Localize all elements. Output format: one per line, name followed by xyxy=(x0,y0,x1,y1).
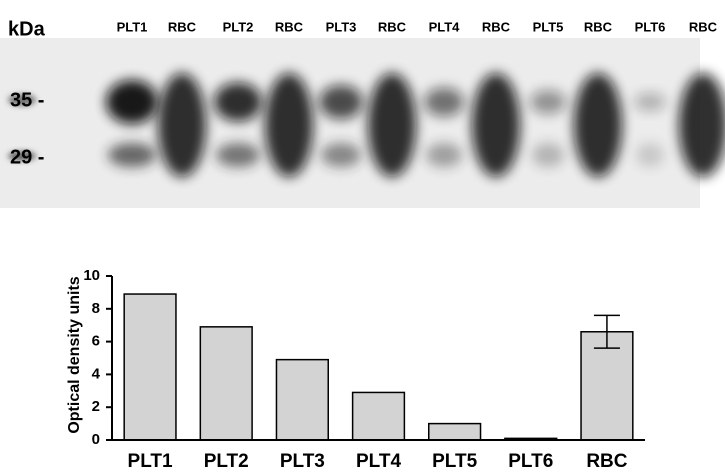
lane-label: PLT5 xyxy=(533,19,564,34)
x-tick-label: PLT3 xyxy=(280,451,325,472)
rbc-band xyxy=(368,73,416,177)
plt-band xyxy=(319,85,363,119)
lane-label: PLT6 xyxy=(635,19,666,34)
y-tick-label: 2 xyxy=(92,398,100,415)
plt-band xyxy=(216,143,260,167)
bar xyxy=(124,294,176,440)
x-tick-label: RBC xyxy=(586,451,627,472)
lane-label: RBC xyxy=(168,19,197,34)
y-tick-label: 8 xyxy=(92,300,100,317)
rbc-band xyxy=(679,73,725,177)
y-tick-label: 10 xyxy=(83,267,100,284)
plt-band xyxy=(321,143,361,167)
figure: kDa 35 - 29 - PLT1 RBC PLT2 RBC PLT3 RBC… xyxy=(0,0,725,472)
bar xyxy=(429,424,481,440)
plt-band xyxy=(108,143,156,167)
plt-band xyxy=(214,83,262,122)
lane-label: RBC xyxy=(689,19,718,34)
bar xyxy=(200,327,252,440)
unit-label: kDa xyxy=(8,18,46,40)
y-axis-title: Optical density units xyxy=(66,276,83,433)
x-tick-label: PLT2 xyxy=(204,451,249,472)
x-tick-label: PLT5 xyxy=(432,451,477,472)
rbc-band xyxy=(158,73,206,177)
lane-label: PLT1 xyxy=(117,19,148,34)
x-tick-label: PLT4 xyxy=(356,451,401,472)
lane-label: PLT2 xyxy=(223,19,254,34)
x-tick-label: PLT1 xyxy=(128,451,173,472)
plt-band xyxy=(106,80,158,124)
rbc-band xyxy=(265,73,313,177)
marker-label: 29 - xyxy=(10,146,44,168)
plt-band xyxy=(424,88,464,117)
bar xyxy=(353,392,405,440)
plt-band xyxy=(636,143,664,167)
rbc-band xyxy=(472,73,520,177)
marker-label: 35 - xyxy=(10,89,44,111)
lane-label: PLT4 xyxy=(429,19,461,34)
page: {"blot": {"unit_label": "kDa", "lanes": … xyxy=(0,0,725,472)
plt-band xyxy=(426,143,462,167)
plt-band xyxy=(530,90,566,114)
y-tick-label: 4 xyxy=(92,365,101,382)
y-tick-label: 0 xyxy=(92,431,100,448)
x-tick-label: PLT6 xyxy=(508,451,553,472)
plt-band xyxy=(532,143,564,167)
bar-chart: 0 2 4 6 8 10 PLT1 PLT2 PLT3 PLT4 PLT5 PLT6 RBC xyxy=(83,267,645,472)
y-tick-label: 6 xyxy=(92,333,100,350)
lane-label: RBC xyxy=(482,19,511,34)
bar xyxy=(276,360,328,440)
rbc-band xyxy=(574,73,622,177)
plt-band xyxy=(634,93,666,112)
lane-label: RBC xyxy=(275,19,304,34)
lane-label: RBC xyxy=(378,19,407,34)
lane-label: RBC xyxy=(584,19,613,34)
lane-label: PLT3 xyxy=(326,19,357,34)
